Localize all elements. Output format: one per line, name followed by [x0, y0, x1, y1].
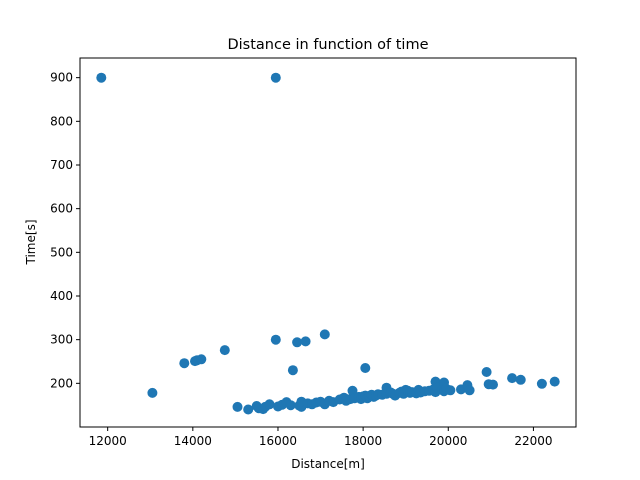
y-tick-label: 500	[50, 245, 73, 259]
data-point	[481, 367, 492, 377]
data-point	[464, 385, 475, 396]
y-tick-label: 800	[50, 114, 73, 128]
points-layer	[96, 72, 560, 415]
x-tick-label: 20000	[429, 434, 467, 448]
data-point	[292, 337, 303, 348]
data-point	[219, 345, 230, 356]
y-axis-label: Time[s]	[24, 220, 38, 266]
x-tick-label: 12000	[89, 434, 127, 448]
x-axis: 12000 14000 16000 18000 20000 22000	[89, 427, 553, 448]
data-point	[536, 378, 547, 389]
y-tick-label: 900	[50, 71, 73, 85]
data-point	[285, 400, 296, 411]
data-point	[445, 385, 456, 396]
data-point	[264, 399, 275, 410]
x-tick-label: 14000	[174, 434, 212, 448]
x-tick-label: 18000	[344, 434, 382, 448]
y-tick-label: 400	[50, 289, 73, 303]
x-tick-label: 22000	[514, 434, 552, 448]
data-point	[270, 72, 281, 83]
data-point	[319, 329, 330, 340]
data-point	[287, 365, 298, 376]
data-point	[232, 401, 243, 412]
data-point	[507, 373, 518, 384]
data-point	[147, 387, 158, 398]
plot-frame	[79, 57, 577, 428]
x-axis-label: Distance[m]	[291, 457, 365, 471]
data-point	[179, 358, 190, 369]
data-point	[360, 363, 371, 373]
data-point	[270, 334, 281, 345]
y-tick-label: 600	[50, 202, 73, 216]
data-point	[515, 374, 526, 385]
data-point	[96, 72, 107, 83]
data-point	[243, 404, 254, 415]
data-point	[300, 336, 311, 347]
y-tick-label: 300	[50, 333, 73, 347]
y-axis: 200 300 400 500 600 700 800 900	[50, 71, 80, 390]
y-tick-label: 700	[50, 158, 73, 172]
y-tick-label: 200	[50, 376, 73, 390]
x-tick-label: 16000	[259, 434, 297, 448]
chart-title: Distance in function of time	[227, 37, 428, 53]
data-point	[196, 354, 207, 365]
data-point	[549, 376, 560, 387]
data-point	[488, 379, 498, 390]
